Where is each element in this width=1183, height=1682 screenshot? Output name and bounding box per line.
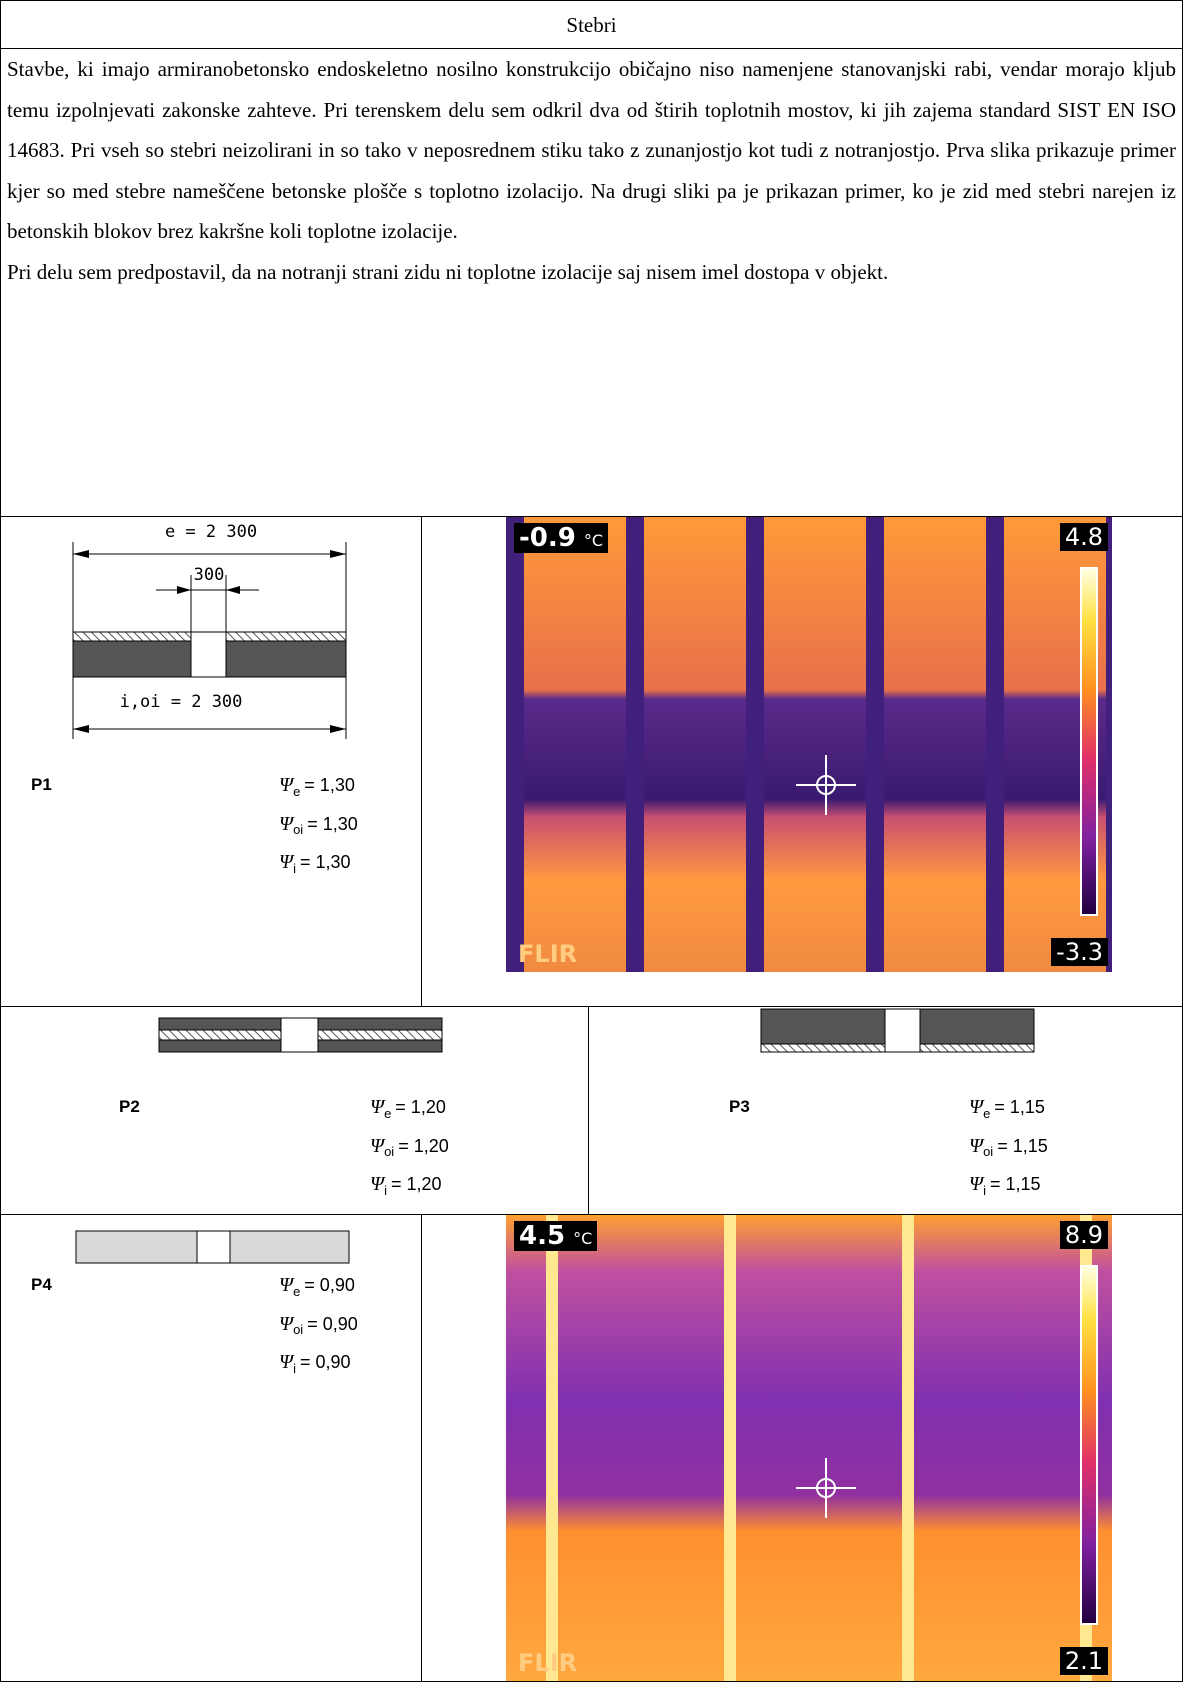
dim-i: i,oi = 2 300	[120, 692, 243, 712]
spot-temp: -0.9 °C	[514, 523, 609, 553]
psi-value: = 1,20	[390, 1174, 442, 1195]
dim-e: e = 2 300	[165, 522, 257, 542]
scale-min: 2.1	[1059, 1647, 1108, 1675]
psi-subscript: oi	[983, 1144, 994, 1160]
paragraph: Stavbe, ki imajo armiranobetonsko endosk…	[7, 57, 1176, 243]
paragraph: Pri delu sem predpostavil, da na notranj…	[7, 259, 889, 284]
psi-symbol: Ψ	[969, 1134, 984, 1157]
label: P3	[729, 1097, 750, 1116]
psi-symbol: Ψ	[969, 1096, 984, 1118]
psi-subscript: oi	[293, 822, 304, 838]
scale-max: 8.9	[1059, 1221, 1108, 1249]
psi-subscript: oi	[384, 1144, 395, 1160]
psi-value: = 0,90	[299, 1352, 351, 1373]
psi-value: = 1,20	[398, 1135, 449, 1156]
crosshair	[796, 754, 856, 815]
label: P4	[31, 1275, 52, 1294]
psi-symbol: Ψ	[370, 1134, 385, 1157]
psi-row: Ψoi = 1,30	[279, 808, 358, 847]
dim-col: 300	[194, 565, 225, 585]
p1-diagram: e = 2 300 300 i,oi = 2 300	[72, 522, 347, 739]
psi-list: Ψe = 1,20 Ψoi = 1,20 Ψi = 1,20	[370, 1091, 449, 1207]
psi-value: = 1,15	[997, 1135, 1048, 1156]
psi-subscript: e	[983, 1105, 991, 1121]
p2-cell: P2 Ψe = 1,20 Ψoi = 1,20 Ψi = 1,20	[0, 1006, 589, 1215]
spot-temp: 4.5 °C	[514, 1221, 598, 1251]
spot-value: -0.9	[519, 523, 576, 553]
psi-value: = 1,20	[395, 1097, 446, 1117]
p4-cell: P4 Ψe = 0,90 Ψoi = 0,90 Ψi = 0,90	[0, 1214, 422, 1682]
p1-cell: e = 2 300 300 i,oi = 2 300 P1 Ψe = 1,30 Ψo…	[0, 516, 422, 1007]
image-cell: 4.5 °C 8.9 2.1 FLIR	[421, 1214, 1183, 1682]
psi-row: Ψe = 1,20	[370, 1091, 449, 1130]
label: P2	[119, 1097, 140, 1116]
psi-symbol: Ψ	[279, 774, 294, 796]
psi-symbol: Ψ	[279, 1351, 294, 1374]
psi-row: Ψoi = 1,20	[370, 1130, 449, 1169]
color-scale	[1080, 1265, 1098, 1625]
psi-value: = 1,15	[989, 1174, 1041, 1195]
psi-value: = 0,90	[304, 1275, 355, 1295]
brand: FLIR	[518, 1649, 578, 1677]
psi-value: = 1,30	[299, 852, 351, 873]
thermal-image: 4.5 °C 8.9 2.1 FLIR	[506, 1215, 1112, 1681]
psi-subscript: e	[293, 783, 301, 799]
psi-list: Ψe = 0,90 Ψoi = 0,90 Ψi = 0,90	[279, 1269, 358, 1385]
crosshair	[796, 1458, 856, 1518]
title-cell: Stebri	[0, 0, 1183, 49]
psi-value: = 1,30	[307, 813, 358, 834]
psi-symbol: Ψ	[279, 812, 294, 835]
label: P1	[31, 775, 52, 794]
psi-row: Ψi = 1,15	[969, 1168, 1048, 1207]
psi-symbol: Ψ	[370, 1096, 385, 1118]
psi-row: Ψoi = 1,15	[969, 1130, 1048, 1169]
brand: FLIR	[518, 940, 578, 968]
psi-symbol: Ψ	[370, 1173, 385, 1196]
p2-diagram	[158, 1017, 443, 1053]
psi-value: = 0,90	[307, 1313, 358, 1334]
psi-row: Ψe = 1,15	[969, 1091, 1048, 1130]
psi-subscript: i	[384, 1182, 387, 1198]
psi-subscript: i	[983, 1182, 986, 1198]
title: Stebri	[566, 13, 617, 37]
psi-subscript: e	[293, 1283, 301, 1299]
text-cell: Stavbe, ki imajo armiranobetonsko endosk…	[0, 48, 1183, 517]
psi-row: Ψe = 1,30	[279, 769, 358, 808]
spot-unit: °C	[583, 531, 604, 550]
p3-cell: P3 Ψe = 1,15 Ψoi = 1,15 Ψi = 1,15	[588, 1006, 1183, 1215]
psi-value: = 1,15	[994, 1097, 1045, 1117]
color-scale	[1080, 567, 1098, 916]
psi-list: Ψe = 1,30 Ψoi = 1,30 Ψi = 1,30	[279, 769, 358, 885]
psi-row: Ψi = 0,90	[279, 1346, 358, 1385]
psi-subscript: i	[293, 860, 296, 876]
image-cell: -0.9 °C 4.8 -3.3 FLIR	[421, 516, 1183, 1007]
scale-min: -3.3	[1051, 938, 1108, 966]
spot-value: 4.5	[519, 1221, 566, 1251]
psi-list: Ψe = 1,15 Ψoi = 1,15 Ψi = 1,15	[969, 1091, 1048, 1207]
p4-diagram	[75, 1230, 350, 1264]
psi-row: Ψe = 0,90	[279, 1269, 358, 1308]
spot-unit: °C	[573, 1229, 593, 1248]
psi-symbol: Ψ	[969, 1173, 984, 1196]
psi-subscript: e	[384, 1105, 392, 1121]
psi-row: Ψoi = 0,90	[279, 1308, 358, 1347]
psi-symbol: Ψ	[279, 851, 294, 874]
psi-subscript: oi	[293, 1322, 304, 1338]
thermal-image: -0.9 °C 4.8 -3.3 FLIR	[506, 517, 1112, 972]
p3-diagram	[760, 1008, 1035, 1053]
psi-row: Ψi = 1,30	[279, 846, 358, 885]
scale-max: 4.8	[1059, 523, 1108, 551]
psi-row: Ψi = 1,20	[370, 1168, 449, 1207]
psi-value: = 1,30	[304, 775, 355, 795]
psi-subscript: i	[293, 1360, 296, 1376]
psi-symbol: Ψ	[279, 1312, 294, 1335]
psi-symbol: Ψ	[279, 1274, 294, 1296]
